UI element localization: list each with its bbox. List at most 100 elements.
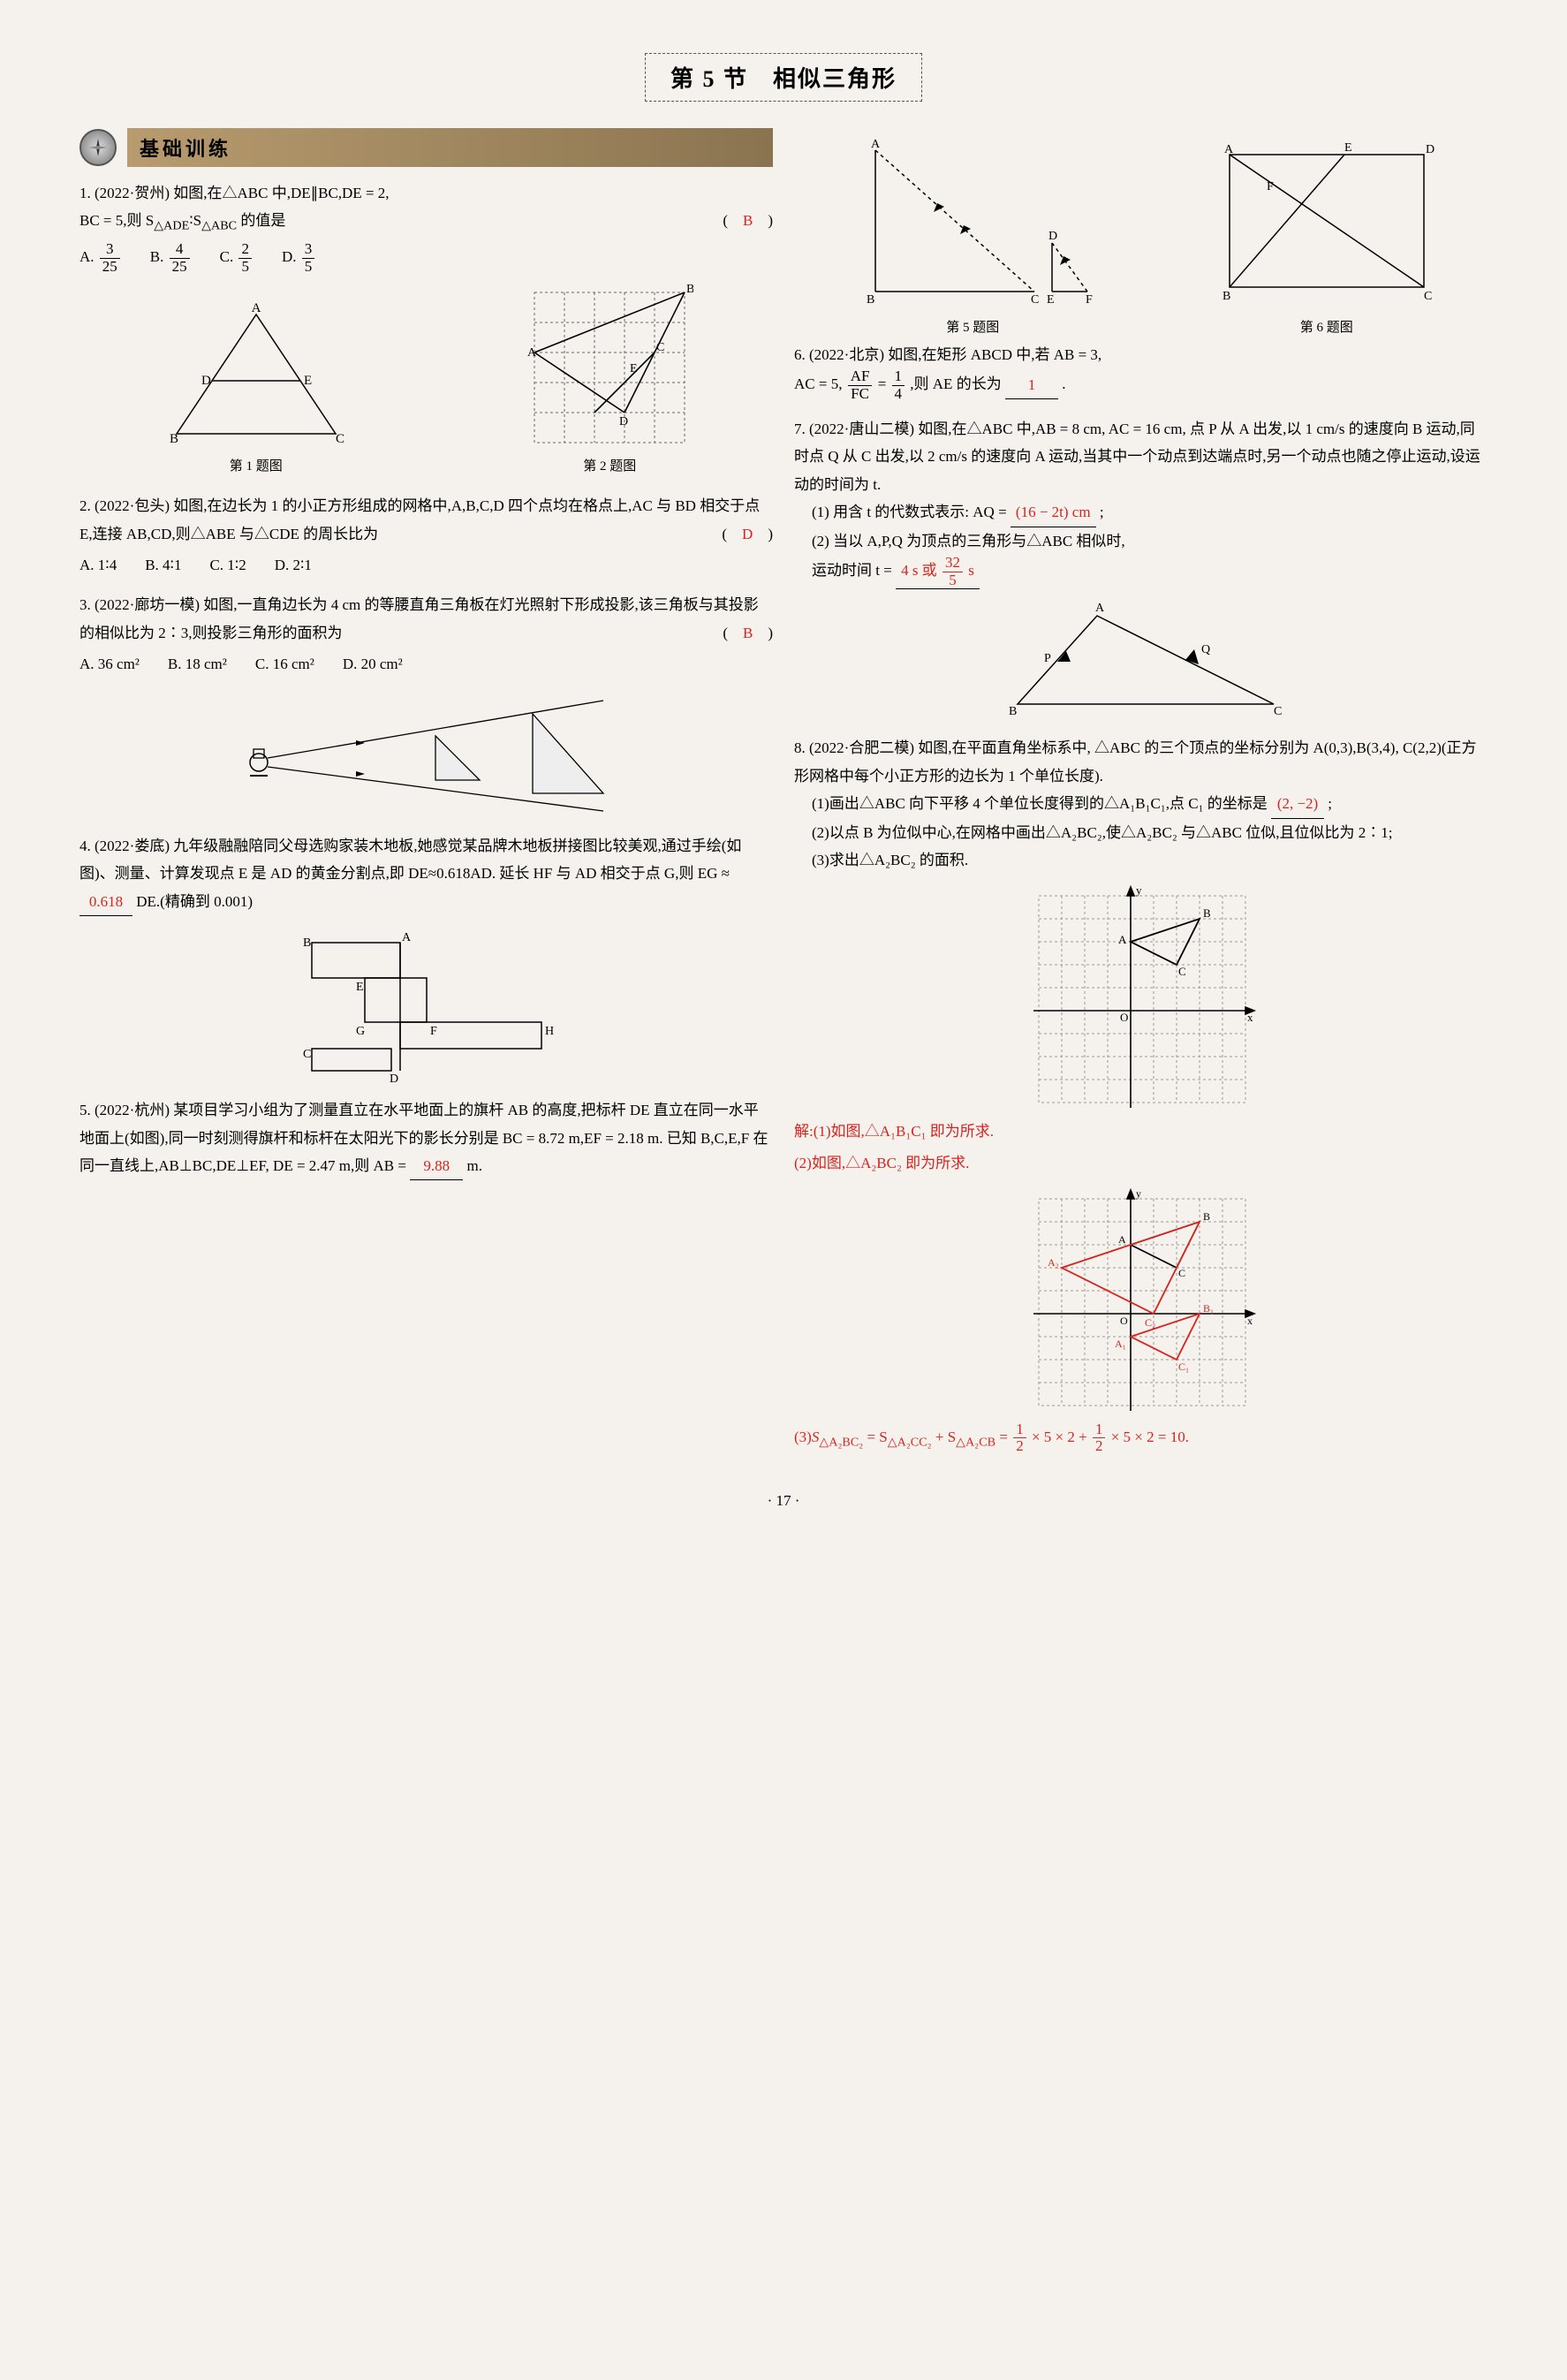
figure-5: A B C D E F 第 5 题图 [840, 137, 1105, 336]
problem-source: (2022·包头) [95, 497, 170, 514]
problem-source: (2022·杭州) [95, 1102, 170, 1118]
svg-text:B: B [170, 432, 178, 446]
svg-text:P: P [1044, 652, 1051, 665]
svg-text:D: D [619, 415, 628, 428]
problem-number: 8. [794, 739, 806, 756]
svg-text:C: C [1031, 293, 1039, 307]
svg-text:A₁: A₁ [1115, 1338, 1126, 1350]
text: 用含 t 的代数式表示: AQ = [833, 504, 1011, 520]
answer-blank: 4 s 或 325 s [896, 555, 980, 589]
svg-text:C: C [336, 432, 344, 446]
text: 当以 A,P,Q 为顶点的三角形与△ABC 相似时, [833, 533, 1125, 550]
svg-text:C: C [656, 341, 664, 354]
subscript: △ABC [201, 219, 237, 233]
sub-1: (1) 用含 t 的代数式表示: AQ = (16 − 2t) cm ; [812, 498, 1488, 527]
text: 的值是 [237, 212, 285, 229]
svg-text:H: H [545, 1025, 554, 1038]
figure-8b: O x y A B C A₁ B₁ C₁ A₂ C₂ [794, 1186, 1488, 1416]
svg-text:F: F [1267, 180, 1274, 193]
svg-text:A: A [1118, 1233, 1126, 1246]
svg-text:A: A [1118, 933, 1127, 946]
section-title: 基础训练 [127, 128, 773, 167]
text: ∶S [189, 212, 201, 229]
answer-blank: 0.618 [79, 888, 132, 916]
answer: D [742, 526, 753, 542]
figure-6: A B C D E F 第 6 题图 [1212, 137, 1442, 336]
problem-source: (2022·北京) [809, 346, 884, 363]
subscript: △ADE [154, 219, 189, 233]
figure-row-1-2: A B C D E 第 1 题图 [79, 284, 773, 480]
svg-text:A: A [1224, 143, 1234, 156]
option-C: C. 1∶2 [209, 551, 246, 579]
section-header: 基础训练 [79, 128, 773, 167]
figure-row-5-6: A B C D E F 第 5 题图 A B C D [794, 137, 1488, 336]
answer: B [743, 625, 753, 641]
figure-4: A B C D E F G H [79, 925, 773, 1084]
problem-2: 2. (2022·包头) 如图,在边长为 1 的小正方形组成的网格中,A,B,C… [79, 492, 773, 579]
svg-text:E: E [304, 374, 312, 388]
problem-text: 如图,在△ABC 中,DE∥BC,DE = 2, [173, 185, 389, 201]
problem-4: 4. (2022·娄底) 九年级融融陪同父母选购家装木地板,她感觉某品牌木地板拼… [79, 832, 773, 1084]
option-C: C. 16 cm² [255, 650, 314, 678]
svg-text:B: B [1009, 705, 1017, 718]
problem-number: 7. [794, 421, 806, 437]
text: AC = 5, [794, 376, 842, 393]
problem-5: 5. (2022·杭州) 某项目学习小组为了测量直立在水平地面上的旗杆 AB 的… [79, 1096, 773, 1180]
page-title-box: 第 5 节 相似三角形 [79, 53, 1488, 102]
problem-6: 6. (2022·北京) 如图,在矩形 ABCD 中,若 AB = 3, AC … [794, 341, 1488, 403]
sub-label: (2) [812, 533, 829, 550]
problem-number: 6. [794, 346, 806, 363]
svg-text:y: y [1136, 1187, 1141, 1200]
problem-source: (2022·唐山二模) [809, 421, 914, 437]
option-A: A. 36 cm² [79, 650, 140, 678]
problem-text: 九年级融融陪同父母选购家装木地板,她感觉某品牌木地板拼接图比较美观,通过手绘(如… [79, 838, 741, 882]
answer: B [743, 212, 753, 229]
options-row: A. 325 B. 425 C. 25 D. 35 [79, 241, 773, 275]
right-column: A B C D E F 第 5 题图 A B C D [794, 128, 1488, 1467]
text: = [878, 376, 890, 393]
option-B: B. 18 cm² [168, 650, 227, 678]
options-row: A. 36 cm² B. 18 cm² C. 16 cm² D. 20 cm² [79, 650, 773, 678]
svg-text:C: C [1178, 1267, 1185, 1279]
problem-number: 2. [79, 497, 91, 514]
svg-text:y: y [1136, 883, 1142, 897]
problem-8: 8. (2022·合肥二模) 如图,在平面直角坐标系中, △ABC 的三个顶点的… [794, 734, 1488, 1455]
two-column-layout: 基础训练 1. (2022·贺州) 如图,在△ABC 中,DE∥BC,DE = … [79, 128, 1488, 1467]
svg-text:A: A [527, 346, 537, 360]
figure-1-caption: 第 1 题图 [159, 455, 353, 480]
figure-8a: O x y A B C [794, 883, 1488, 1113]
answer-paren: ( B ) [723, 619, 773, 647]
problem-text: BC = 5,则 S [79, 212, 154, 229]
svg-text:A: A [871, 138, 881, 151]
figure-2: A B C D E 第 2 题图 [526, 284, 693, 480]
page-title: 第 5 节 相似三角形 [645, 53, 922, 102]
text: (1)画出△ABC 向下平移 4 个单位长度得到的△A₁B₁C₁,点 C₁ 的坐… [812, 795, 1271, 812]
svg-text:Q: Q [1201, 643, 1210, 656]
option-B: B. 425 [150, 241, 192, 275]
svg-text:x: x [1247, 1011, 1253, 1024]
problem-number: 4. [79, 838, 91, 854]
svg-text:D: D [390, 1073, 398, 1084]
page-number: · 17 · [79, 1492, 1488, 1510]
problem-text: 如图,在边长为 1 的小正方形组成的网格中,A,B,C,D 四个点均在格点上,A… [79, 497, 760, 542]
problem-source: (2022·廊坊一模) [95, 596, 200, 613]
svg-text:A: A [1095, 602, 1105, 615]
problem-source: (2022·娄底) [95, 838, 170, 854]
figure-3 [79, 687, 773, 820]
figure-1: A B C D E 第 1 题图 [159, 301, 353, 480]
svg-text:A: A [251, 301, 261, 315]
svg-text:G: G [356, 1025, 365, 1038]
problem-7: 7. (2022·唐山二模) 如图,在△ABC 中,AB = 8 cm, AC … [794, 415, 1488, 723]
problem-text: m. [466, 1157, 481, 1174]
sub-2: (2)以点 B 为位似中心,在网格中画出△A₂BC₂,使△A₂BC₂ 与△ABC… [812, 819, 1488, 846]
problem-number: 5. [79, 1102, 91, 1118]
answer-paren: ( B ) [723, 207, 773, 234]
option-A: A. 325 [79, 241, 122, 275]
svg-text:A₂: A₂ [1048, 1256, 1059, 1269]
option-C: C. 25 [220, 241, 254, 275]
svg-text:B₁: B₁ [1203, 1302, 1214, 1315]
svg-text:A: A [402, 931, 412, 944]
problem-number: 1. [79, 185, 91, 201]
sub-2: (2) 当以 A,P,Q 为顶点的三角形与△ABC 相似时, 运动时间 t = … [812, 527, 1488, 590]
problem-text: DE.(精确到 0.001) [136, 893, 253, 910]
